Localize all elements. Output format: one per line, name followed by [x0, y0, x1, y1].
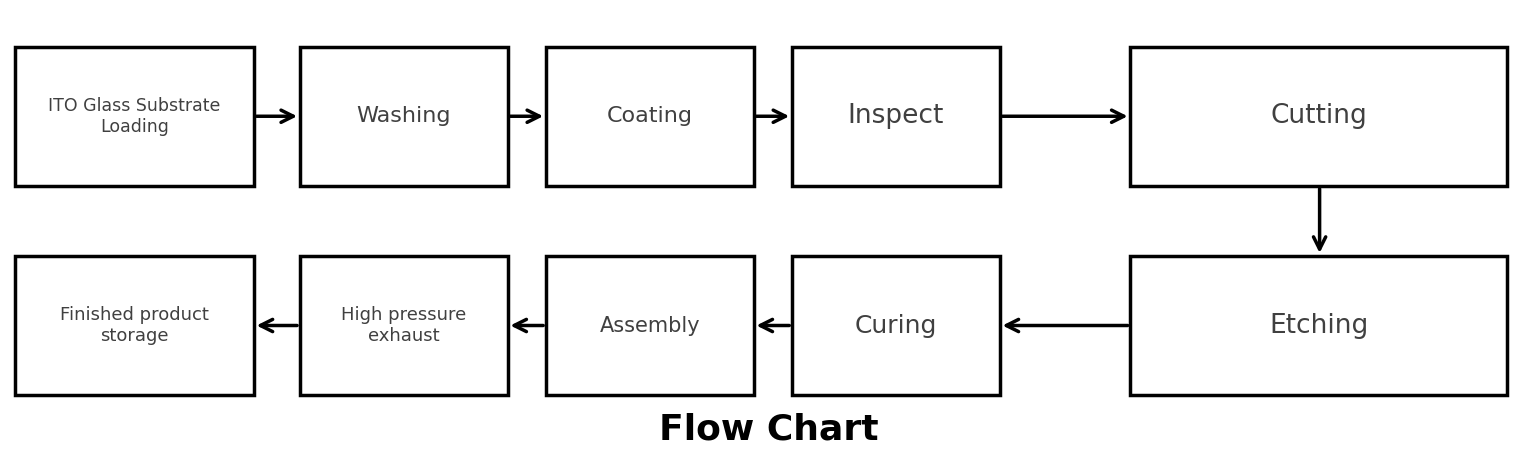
FancyBboxPatch shape — [15, 46, 254, 186]
FancyBboxPatch shape — [546, 256, 754, 395]
Text: Cutting: Cutting — [1270, 103, 1367, 129]
Text: Inspect: Inspect — [847, 103, 944, 129]
FancyBboxPatch shape — [546, 46, 754, 186]
Text: Finished product
storage: Finished product storage — [60, 306, 209, 345]
Text: Flow Chart: Flow Chart — [660, 412, 878, 446]
Text: Coating: Coating — [608, 106, 692, 126]
FancyBboxPatch shape — [792, 46, 1000, 186]
FancyBboxPatch shape — [300, 256, 508, 395]
FancyBboxPatch shape — [15, 256, 254, 395]
Text: Washing: Washing — [357, 106, 451, 126]
Text: Etching: Etching — [1269, 312, 1369, 339]
Text: Assembly: Assembly — [600, 315, 700, 336]
FancyBboxPatch shape — [300, 46, 508, 186]
Text: Curing: Curing — [855, 313, 937, 338]
FancyBboxPatch shape — [1130, 46, 1507, 186]
FancyBboxPatch shape — [792, 256, 1000, 395]
FancyBboxPatch shape — [1130, 256, 1507, 395]
Text: ITO Glass Substrate
Loading: ITO Glass Substrate Loading — [48, 97, 221, 136]
Text: High pressure
exhaust: High pressure exhaust — [341, 306, 466, 345]
